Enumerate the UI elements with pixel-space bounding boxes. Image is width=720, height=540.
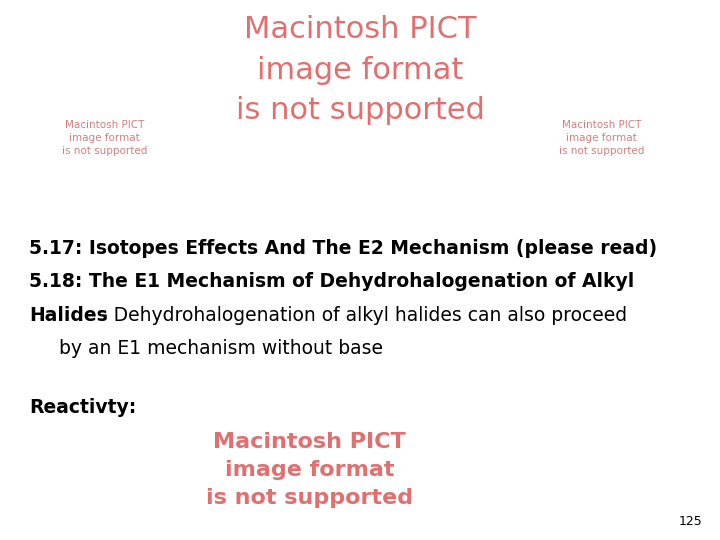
Text: Macintosh PICT
image format
is not supported: Macintosh PICT image format is not suppo… [559,119,644,156]
Text: - Dehydrohalogenation of alkyl halides can also proceed: - Dehydrohalogenation of alkyl halides c… [95,306,627,325]
Text: Macintosh PICT
image format
is not supported: Macintosh PICT image format is not suppo… [235,15,485,125]
Text: 5.18: The E1 Mechanism of Dehydrohalogenation of Alkyl: 5.18: The E1 Mechanism of Dehydrohalogen… [29,272,634,292]
Text: Macintosh PICT
image format
is not supported: Macintosh PICT image format is not suppo… [62,119,147,156]
Text: Reactivty:: Reactivty: [29,398,136,417]
Text: by an E1 mechanism without base: by an E1 mechanism without base [29,339,383,359]
Text: Halides: Halides [29,306,107,325]
Text: 125: 125 [678,515,702,528]
Text: 5.17: Isotopes Effects And The E2 Mechanism (please read): 5.17: Isotopes Effects And The E2 Mechan… [29,239,657,258]
Text: Macintosh PICT
image format
is not supported: Macintosh PICT image format is not suppo… [206,432,413,508]
